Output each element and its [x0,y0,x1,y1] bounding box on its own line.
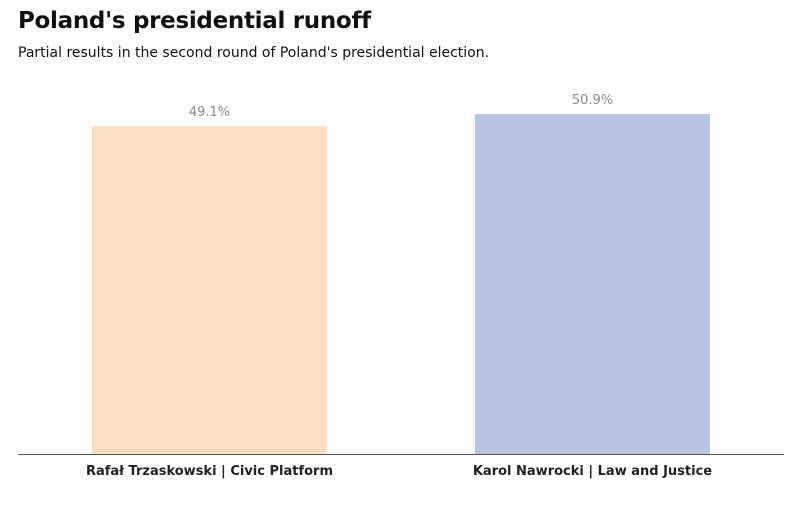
category-label-1: Rafał Trzaskowski | Civic Platform [86,464,333,479]
value-label-1: 49.1% [189,105,230,120]
chart-title: Poland's presidential runoff [18,8,371,34]
value-label-2: 50.9% [572,93,613,108]
bar-1 [92,126,327,455]
bar-2 [475,114,710,454]
chart-subtitle: Partial results in the second round of P… [18,45,490,61]
category-label-2: Karol Nawrocki | Law and Justice [473,464,712,479]
